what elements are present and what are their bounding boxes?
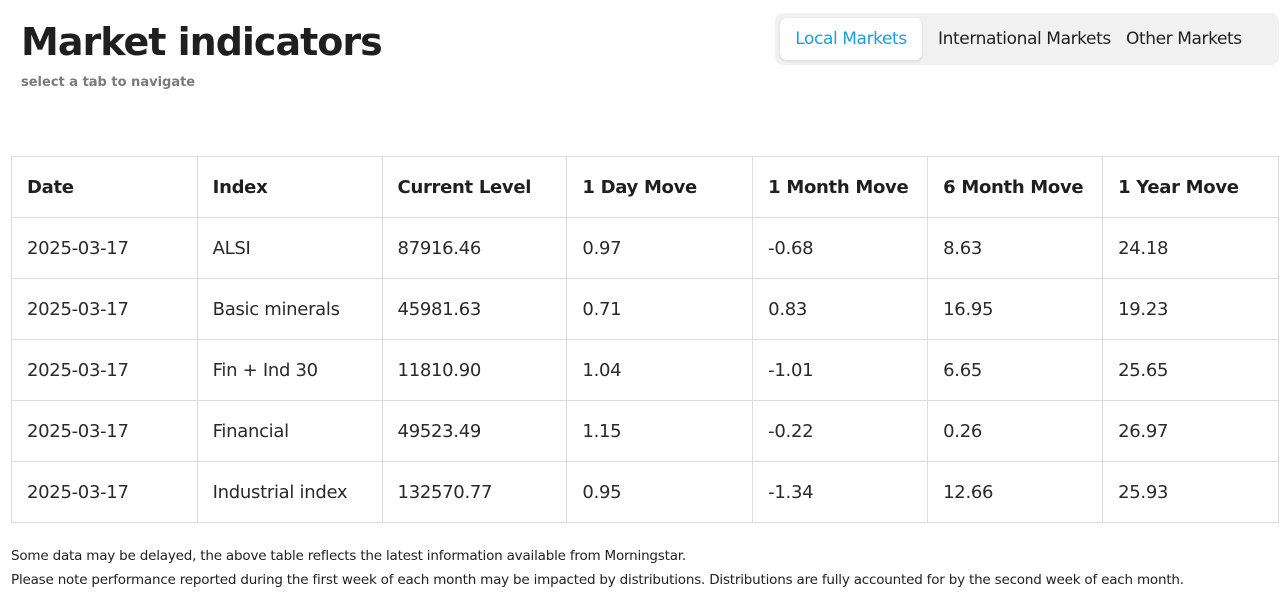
cell-1-year-move: 24.18	[1102, 217, 1279, 279]
cell-6-month-move: 0.26	[927, 400, 1104, 462]
cell-index: ALSI	[196, 217, 383, 279]
cell-index: Basic minerals	[196, 278, 383, 340]
cell-6-month-move: 12.66	[927, 461, 1104, 523]
cell-current-level: 132570.77	[381, 461, 568, 523]
table-row: 2025-03-17 ALSI 87916.46 0.97 -0.68 8.63…	[11, 217, 1279, 279]
table-row: 2025-03-17 Basic minerals 45981.63 0.71 …	[11, 278, 1279, 340]
column-header-6-month-move: 6 Month Move	[927, 156, 1104, 218]
table-row: 2025-03-17 Fin + Ind 30 11810.90 1.04 -1…	[11, 339, 1279, 401]
column-header-1-day-move: 1 Day Move	[566, 156, 754, 218]
cell-current-level: 11810.90	[381, 339, 568, 401]
cell-date: 2025-03-17	[11, 400, 198, 462]
cell-date: 2025-03-17	[11, 339, 198, 401]
cell-index: Fin + Ind 30	[196, 339, 383, 401]
cell-1-month-move: -1.01	[752, 339, 929, 401]
column-header-current-level: Current Level	[381, 156, 568, 218]
distribution-note: Please note performance reported during …	[11, 572, 1184, 588]
disclaimer-notes: Some data may be delayed, the above tabl…	[11, 544, 1184, 592]
cell-current-level: 87916.46	[381, 217, 568, 279]
column-header-1-month-move: 1 Month Move	[752, 156, 929, 218]
page-title: Market indicators	[21, 20, 383, 64]
cell-1-month-move: 0.83	[752, 278, 929, 340]
cell-6-month-move: 8.63	[927, 217, 1104, 279]
table-header-row: Date Index Current Level 1 Day Move 1 Mo…	[11, 156, 1279, 218]
delay-note: Some data may be delayed, the above tabl…	[11, 548, 686, 564]
cell-1-day-move: 1.04	[566, 339, 754, 401]
cell-1-year-move: 19.23	[1102, 278, 1279, 340]
tab-international-markets[interactable]: International Markets	[938, 29, 1111, 49]
table-row: 2025-03-17 Financial 49523.49 1.15 -0.22…	[11, 400, 1279, 462]
cell-index: Financial	[196, 400, 383, 462]
cell-date: 2025-03-17	[11, 217, 198, 279]
cell-1-day-move: 0.97	[566, 217, 754, 279]
cell-date: 2025-03-17	[11, 461, 198, 523]
cell-1-month-move: -0.68	[752, 217, 929, 279]
column-header-date: Date	[11, 156, 198, 218]
cell-1-month-move: -0.22	[752, 400, 929, 462]
market-indicators-table: Date Index Current Level 1 Day Move 1 Mo…	[11, 156, 1279, 523]
tab-local-markets[interactable]: Local Markets	[780, 18, 922, 60]
cell-6-month-move: 16.95	[927, 278, 1104, 340]
cell-1-year-move: 25.93	[1102, 461, 1279, 523]
cell-1-day-move: 0.71	[566, 278, 754, 340]
cell-6-month-move: 6.65	[927, 339, 1104, 401]
cell-1-day-move: 1.15	[566, 400, 754, 462]
table-row: 2025-03-17 Industrial index 132570.77 0.…	[11, 461, 1279, 523]
market-tabs: Local Markets International Markets Othe…	[775, 13, 1279, 65]
cell-current-level: 49523.49	[381, 400, 568, 462]
tab-other-markets[interactable]: Other Markets	[1126, 29, 1242, 49]
column-header-index: Index	[196, 156, 383, 218]
cell-date: 2025-03-17	[11, 278, 198, 340]
cell-1-year-move: 25.65	[1102, 339, 1279, 401]
cell-current-level: 45981.63	[381, 278, 568, 340]
cell-index: Industrial index	[196, 461, 383, 523]
cell-1-day-move: 0.95	[566, 461, 754, 523]
page-subtitle: select a tab to navigate	[21, 75, 196, 90]
cell-1-month-move: -1.34	[752, 461, 929, 523]
cell-1-year-move: 26.97	[1102, 400, 1279, 462]
column-header-1-year-move: 1 Year Move	[1102, 156, 1279, 218]
